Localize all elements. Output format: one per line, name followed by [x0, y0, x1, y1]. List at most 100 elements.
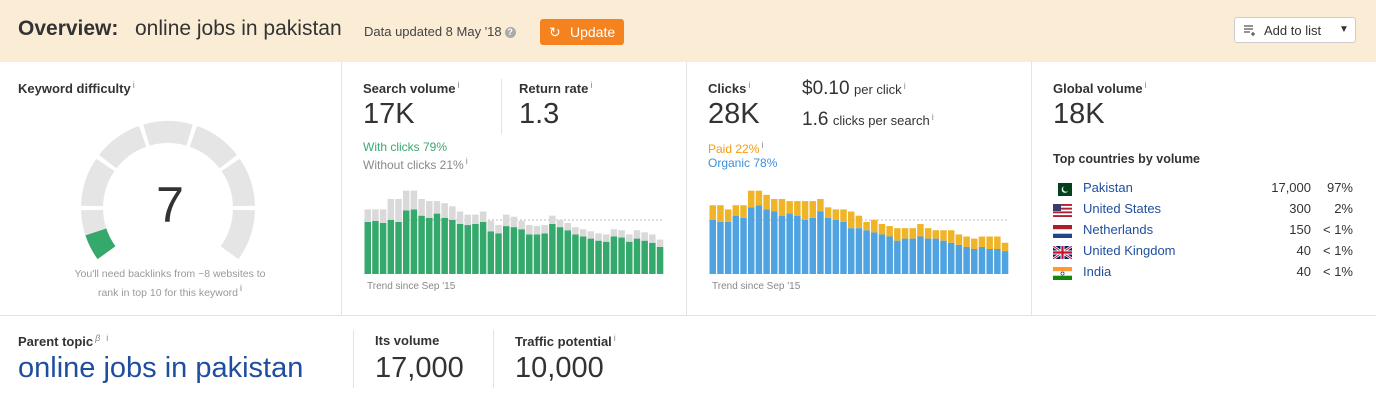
bar-primary	[778, 215, 786, 274]
info-icon[interactable]: i	[465, 156, 468, 166]
global-volume-panel: Global volume i 18K Top countries by volu…	[1032, 62, 1376, 316]
bar-secondary	[402, 190, 410, 211]
bar-primary	[709, 219, 716, 274]
beta-badge: β	[95, 333, 101, 343]
gauge-fill	[85, 228, 116, 260]
clicks-label: Clicks i	[708, 80, 751, 96]
its-volume-value: 17,000	[375, 352, 464, 384]
info-icon[interactable]: i	[590, 80, 593, 90]
bar-secondary	[971, 238, 978, 249]
bar-primary	[387, 219, 395, 274]
bar-secondary	[479, 211, 487, 222]
bar-primary	[917, 236, 924, 274]
bar-secondary	[809, 201, 816, 218]
gauge-segment	[189, 125, 238, 169]
bar-primary	[840, 221, 847, 274]
search-volume-value: 17K	[363, 98, 415, 130]
bar-secondary	[824, 207, 832, 218]
bar-primary	[364, 221, 371, 274]
info-icon[interactable]: i	[106, 333, 109, 343]
bar-primary	[541, 233, 548, 274]
country-row: Netherlands 150 < 1%	[1053, 222, 1353, 242]
bar-secondary	[433, 201, 441, 214]
help-icon[interactable]: ?	[504, 27, 516, 38]
country-link-pakistan[interactable]: Pakistan	[1083, 180, 1133, 195]
difficulty-score: 7	[156, 177, 184, 233]
info-icon[interactable]: i	[903, 81, 906, 91]
bar-secondary	[572, 227, 579, 235]
bar-secondary	[510, 216, 518, 228]
overview-keyword: online jobs in pakistan	[135, 17, 342, 40]
info-icon[interactable]: i	[613, 333, 616, 343]
bar-secondary	[794, 201, 801, 216]
info-icon[interactable]: i	[761, 140, 764, 150]
country-link-united-states[interactable]: United States	[1083, 201, 1162, 216]
bar-secondary	[724, 209, 732, 222]
clicks-panel: Clicks i 28K $0.10 per click i 1.6 clicks …	[687, 62, 1032, 316]
bar-primary	[878, 234, 886, 274]
bar-primary	[986, 249, 993, 274]
bar-primary	[402, 210, 410, 274]
clicks-value: 28K	[708, 98, 760, 130]
country-percent: 97%	[1326, 180, 1353, 195]
bar-secondary	[641, 232, 648, 241]
info-icon[interactable]: i	[132, 80, 135, 90]
clicks-trend-chart	[709, 190, 1009, 274]
bar-secondary	[909, 228, 916, 239]
trend-label: Trend since Sep '15	[712, 281, 801, 292]
bar-secondary	[649, 234, 656, 243]
clicks-per-search: 1.6 clicks per search i	[802, 109, 934, 130]
bar-primary	[633, 238, 641, 274]
bar-secondary	[556, 219, 564, 228]
bar-secondary	[418, 199, 425, 216]
with-clicks-text: With clicks 79%	[363, 140, 448, 154]
bar-primary	[618, 237, 625, 274]
country-row: United States 300 2%	[1053, 201, 1353, 221]
cost-per-click: $0.10 per click i	[802, 78, 906, 99]
bar-secondary	[732, 205, 740, 216]
parent-topic-link[interactable]: online jobs in pakistan	[18, 352, 304, 384]
bar-secondary	[410, 190, 418, 210]
bar-secondary	[372, 209, 379, 221]
bar-secondary	[564, 222, 571, 231]
india-flag-icon	[1053, 267, 1072, 280]
country-link-united-kingdom[interactable]: United Kingdom	[1083, 243, 1176, 258]
add-to-list-label: Add to list	[1264, 23, 1322, 38]
bar-primary	[871, 232, 878, 274]
info-icon[interactable]: i	[457, 80, 460, 90]
country-link-netherlands[interactable]: Netherlands	[1083, 222, 1154, 237]
bar-primary	[801, 219, 809, 274]
update-button[interactable]: ↻ Update	[540, 19, 624, 45]
bar-primary	[495, 233, 502, 274]
bar-primary	[626, 241, 633, 274]
bar-secondary	[533, 226, 541, 235]
bar-primary	[817, 211, 824, 274]
bar-primary	[587, 238, 595, 274]
add-to-list-button[interactable]: Add to list ▼	[1234, 17, 1356, 43]
bar-secondary	[502, 214, 510, 227]
netherlands-flag-icon	[1053, 225, 1072, 238]
bar-primary	[441, 217, 448, 274]
bar-primary	[649, 242, 656, 274]
bar-secondary	[487, 220, 495, 232]
info-icon[interactable]: i	[1144, 80, 1147, 90]
bar-secondary	[894, 228, 901, 241]
bar-secondary	[832, 209, 840, 220]
bar-secondary	[740, 205, 747, 218]
bar-secondary	[863, 221, 870, 231]
bar-primary	[533, 234, 541, 274]
overview-title: Overview:	[18, 17, 119, 40]
country-link-india[interactable]: India	[1083, 264, 1112, 279]
bar-primary	[940, 240, 947, 274]
bar-primary	[971, 249, 978, 274]
bar-primary	[724, 221, 732, 274]
bar-secondary	[579, 229, 587, 237]
info-icon[interactable]: i	[240, 283, 243, 293]
global-volume-value: 18K	[1053, 98, 1105, 130]
info-icon[interactable]: i	[748, 80, 751, 90]
caret-down-icon: ▼	[1339, 24, 1349, 35]
uk-flag-icon	[1053, 246, 1072, 259]
info-icon[interactable]: i	[931, 112, 934, 122]
bar-secondary	[755, 190, 763, 206]
gauge-segment	[221, 158, 255, 207]
